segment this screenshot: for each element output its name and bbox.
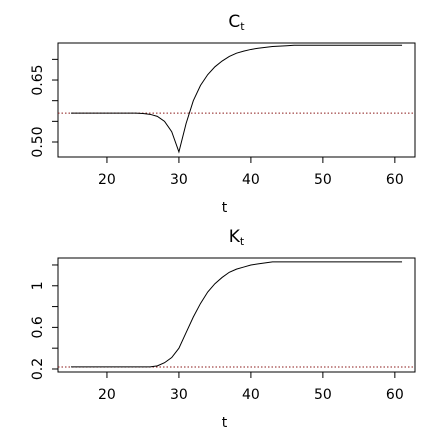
x-tick-label: 20 — [98, 387, 116, 403]
title-main: C — [228, 12, 240, 32]
x-axis-label: t — [222, 415, 228, 430]
x-tick-label: 40 — [242, 387, 260, 403]
data-line — [70, 261, 403, 368]
title-subscript: t — [240, 20, 245, 33]
x-tick-label: 50 — [314, 172, 332, 188]
x-tick-label: 20 — [98, 172, 116, 188]
x-tick-label: 50 — [314, 387, 332, 403]
y-tick-label: 0.2 — [30, 358, 46, 380]
data-line — [70, 44, 403, 154]
y-tick-label: 1 — [30, 281, 46, 290]
x-tick-label: 40 — [242, 172, 260, 188]
y-tick-label: 0.65 — [30, 64, 46, 95]
title-main: K — [229, 227, 241, 247]
panel-title: Kt — [229, 227, 245, 248]
x-tick-label: 60 — [386, 387, 404, 403]
x-tick-label: 30 — [170, 387, 188, 403]
y-tick-label: 0.6 — [30, 316, 46, 338]
title-subscript: t — [240, 235, 245, 248]
x-axis-label: t — [222, 200, 228, 216]
x-tick-label: 60 — [386, 172, 404, 188]
plot-frame — [57, 257, 416, 373]
panel-title: Ct — [228, 12, 245, 33]
x-tick-label: 30 — [170, 172, 188, 188]
y-tick-label: 0.50 — [30, 126, 46, 157]
plot-frame — [57, 42, 416, 158]
